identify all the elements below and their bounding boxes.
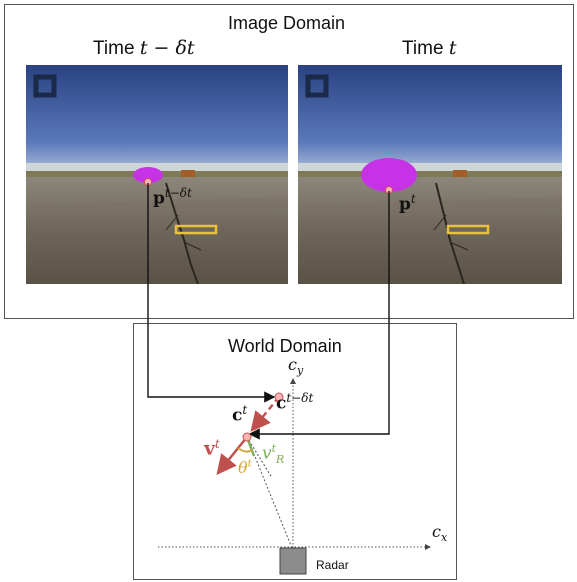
label-velocity: vt [204,437,220,460]
right-time-word: Time [402,38,444,59]
connector-previous [147,183,276,403]
theta-arc [237,447,253,453]
world-domain-title: World Domain [228,336,342,356]
right-time-title: Time t [402,37,456,60]
left-time-math: t − δt [139,37,195,59]
right-time-math: t [448,37,457,59]
connector-current [248,191,390,440]
point-c-current [242,432,252,442]
label-cy: cy [288,355,304,378]
radar-icon [279,547,307,575]
label-theta: θt [238,458,252,477]
point-c-previous [274,392,284,402]
road-scene-previous [26,65,288,284]
label-p-current: pt [399,192,416,215]
label-c-current: ct [232,403,248,426]
segmented-car-previous [133,167,163,183]
label-radial-velocity: vtR [262,442,285,467]
left-time-word: Time [93,38,135,59]
projection-line [246,436,273,479]
label-radar: Radar [316,558,349,572]
label-p-previous: pt−δt [153,186,192,209]
segmented-car-current [361,158,417,192]
label-cx: cx [432,522,448,545]
velocity-arrow [216,436,248,475]
camera-frame-previous [26,65,288,284]
motion-arrow [250,396,280,432]
camera-frame-current [298,65,562,284]
image-domain-title: Image Domain [228,13,346,33]
world-domain-panel [133,323,457,580]
label-c-previous: ct−δt [276,391,314,414]
left-time-title: Time t − δt [93,37,195,60]
road-scene-current [298,65,562,284]
